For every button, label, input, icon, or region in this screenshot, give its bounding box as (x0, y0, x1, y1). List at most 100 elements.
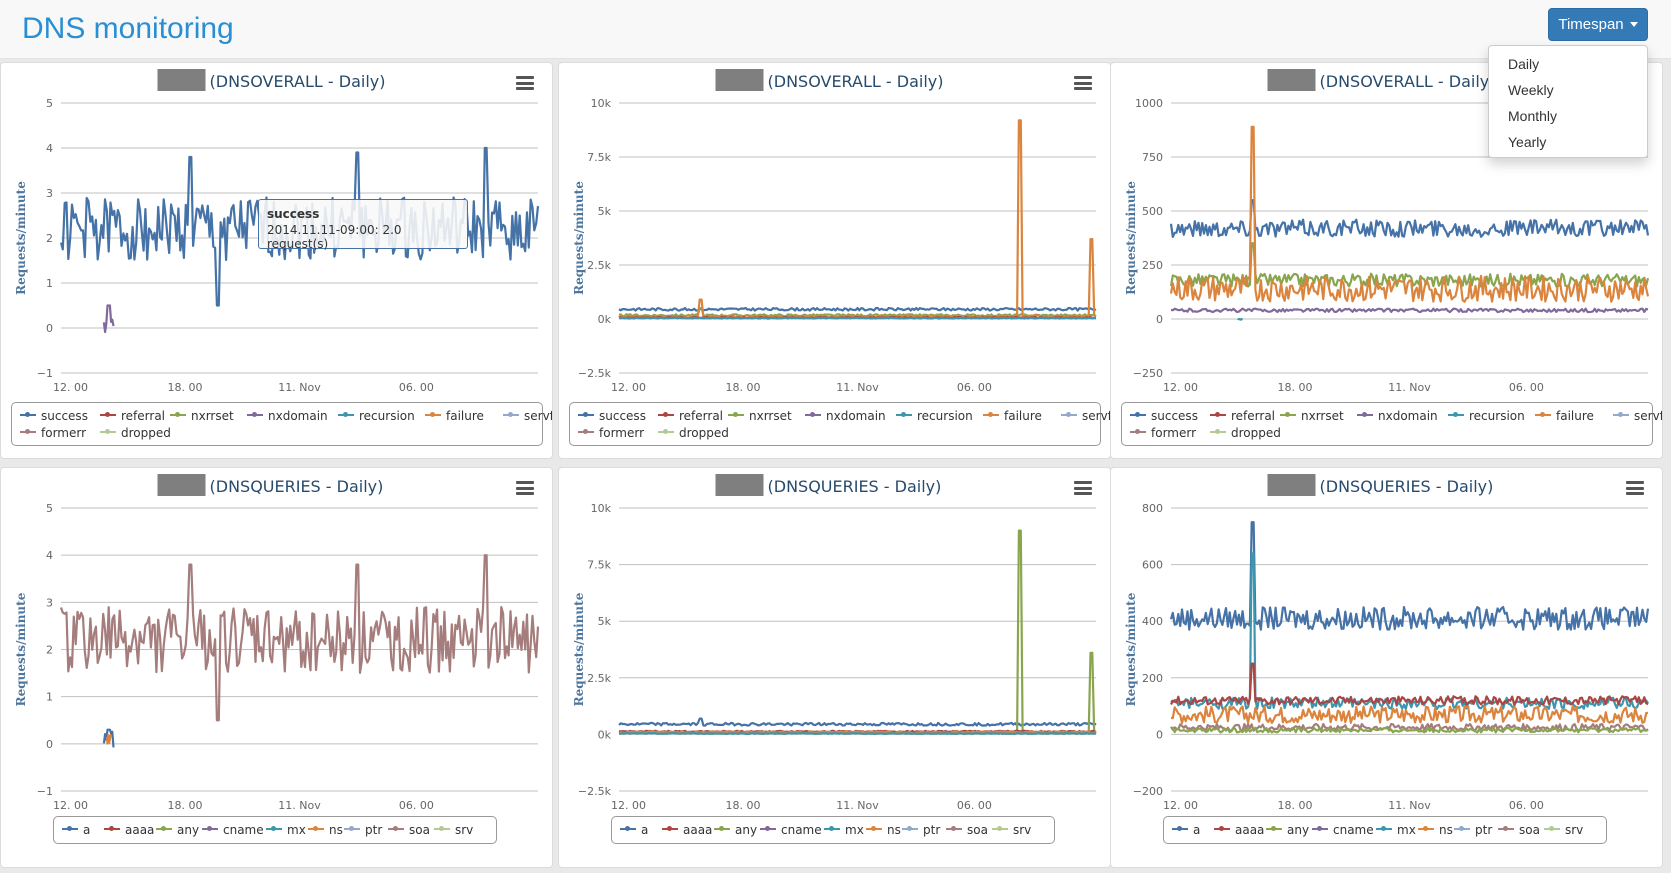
y-tick-label: −1 (37, 785, 53, 798)
legend-item-failure[interactable]: failure (983, 409, 1042, 423)
legend-item-success[interactable]: success (1130, 409, 1198, 423)
timespan-button[interactable]: Timespan (1548, 8, 1648, 41)
legend-item-ns[interactable]: ns (308, 823, 343, 837)
legend-item-recursion[interactable]: recursion (338, 409, 415, 423)
legend-item-any[interactable]: any (1266, 823, 1309, 837)
series-line-success[interactable] (618, 306, 1097, 312)
series-line-a[interactable] (1169, 521, 1650, 631)
legend-item-dropped[interactable]: dropped (100, 426, 171, 440)
legend-label: success (1151, 409, 1198, 423)
legend-item-nxdomain[interactable]: nxdomain (805, 409, 886, 423)
legend-item-ptr[interactable]: ptr (1454, 823, 1492, 837)
legend-item-srv[interactable]: srv (992, 823, 1031, 837)
timespan-option-daily[interactable]: Daily (1508, 56, 1540, 72)
legend-item-soa[interactable]: soa (1498, 823, 1540, 837)
series-line-nxdomain[interactable] (102, 304, 115, 334)
legend-item-referral[interactable]: referral (658, 409, 723, 423)
legend-item-soa[interactable]: soa (946, 823, 988, 837)
series-line-success[interactable] (1169, 199, 1650, 238)
legend-item-dropped[interactable]: dropped (658, 426, 729, 440)
chart-menu-icon[interactable] (1626, 481, 1644, 495)
x-tick-label: 11. Nov (836, 381, 879, 394)
legend-item-a[interactable]: a (62, 823, 90, 837)
legend-item-recursion[interactable]: recursion (1448, 409, 1525, 423)
legend-swatch-icon (1061, 411, 1077, 417)
legend-swatch-icon (992, 825, 1008, 831)
legend-item-cname[interactable]: cname (202, 823, 264, 837)
legend-item-mx[interactable]: mx (266, 823, 306, 837)
x-tick-label: 18. 00 (1278, 799, 1313, 812)
legend-item-aaaa[interactable]: aaaa (662, 823, 712, 837)
series-line-failure[interactable] (1169, 125, 1650, 303)
legend-item-referral[interactable]: referral (1210, 409, 1275, 423)
legend-item-cname[interactable]: cname (760, 823, 822, 837)
legend-item-nxrrset[interactable]: nxrrset (170, 409, 234, 423)
legend-item-any[interactable]: any (156, 823, 199, 837)
chart-menu-icon[interactable] (1074, 76, 1092, 90)
timespan-option-weekly[interactable]: Weekly (1508, 82, 1554, 98)
series-line-recursion[interactable] (618, 316, 1097, 320)
legend-item-aaaa[interactable]: aaaa (104, 823, 154, 837)
legend-item-formerr[interactable]: formerr (20, 426, 86, 440)
legend-label: cname (781, 823, 822, 837)
legend-swatch-icon (20, 428, 36, 434)
timespan-option-yearly[interactable]: Yearly (1508, 134, 1547, 150)
series-line-failure[interactable] (618, 119, 1097, 319)
legend-item-failure[interactable]: failure (425, 409, 484, 423)
y-axis-label: Requests/minute (572, 181, 586, 295)
series-line-ns[interactable] (105, 734, 113, 745)
legend-swatch-icon (1266, 825, 1282, 831)
legend-item-soa[interactable]: soa (388, 823, 430, 837)
legend-item-success[interactable]: success (20, 409, 88, 423)
legend-item-success[interactable]: success (578, 409, 646, 423)
series-line-soa[interactable] (59, 554, 540, 722)
legend-item-servfail[interactable]: servfail (1061, 409, 1110, 423)
legend-item-a[interactable]: a (620, 823, 648, 837)
chart-panel: (DNSOVERALL - Daily) Requests/minute −1 0 1 2… (0, 62, 553, 459)
legend-item-srv[interactable]: srv (1544, 823, 1583, 837)
legend-item-nxrrset[interactable]: nxrrset (1280, 409, 1344, 423)
legend-item-failure[interactable]: failure (1535, 409, 1594, 423)
series-line-aaaa[interactable] (1170, 662, 1649, 706)
legend-item-dropped[interactable]: dropped (1210, 426, 1281, 440)
series-line-a[interactable] (102, 728, 115, 748)
series-line-ns[interactable] (1171, 705, 1649, 725)
series-line-a[interactable] (618, 717, 1097, 727)
legend-label: nxdomain (1378, 409, 1438, 423)
legend-item-ns[interactable]: ns (866, 823, 901, 837)
legend-item-srv[interactable]: srv (434, 823, 473, 837)
legend-item-nxdomain[interactable]: nxdomain (247, 409, 328, 423)
legend-label: referral (121, 409, 166, 423)
legend-item-ns[interactable]: ns (1418, 823, 1453, 837)
legend-swatch-icon (1498, 825, 1514, 831)
series-line-mx[interactable] (1170, 552, 1649, 710)
series-line-recursion[interactable] (1237, 317, 1244, 321)
legend-item-mx[interactable]: mx (824, 823, 864, 837)
chart-menu-icon[interactable] (516, 76, 534, 90)
legend-label: any (735, 823, 758, 837)
legend-item-servfail[interactable]: servfail (1613, 409, 1662, 423)
legend-item-formerr[interactable]: formerr (578, 426, 644, 440)
chart-menu-icon[interactable] (1074, 481, 1092, 495)
redacted-hostname (715, 474, 764, 496)
legend-item-cname[interactable]: cname (1312, 823, 1374, 837)
legend-item-ptr[interactable]: ptr (344, 823, 382, 837)
legend-item-aaaa[interactable]: aaaa (1214, 823, 1264, 837)
legend-item-referral[interactable]: referral (100, 409, 165, 423)
legend-item-ptr[interactable]: ptr (902, 823, 940, 837)
series-line-any[interactable] (1170, 726, 1649, 734)
legend-item-servfail[interactable]: servfail (503, 409, 552, 423)
legend-item-formerr[interactable]: formerr (1130, 426, 1196, 440)
legend-item-any[interactable]: any (714, 823, 757, 837)
legend-item-nxrrset[interactable]: nxrrset (728, 409, 792, 423)
series-line-mx[interactable] (618, 731, 1097, 735)
legend-item-mx[interactable]: mx (1376, 823, 1416, 837)
y-tick-label: 2.5k (587, 672, 611, 685)
legend-item-a[interactable]: a (1172, 823, 1200, 837)
series-line-nxdomain[interactable] (1170, 307, 1649, 314)
legend-item-nxdomain[interactable]: nxdomain (1357, 409, 1438, 423)
legend-item-recursion[interactable]: recursion (896, 409, 973, 423)
timespan-option-monthly[interactable]: Monthly (1508, 108, 1558, 124)
series-line-any[interactable] (618, 529, 1097, 735)
chart-menu-icon[interactable] (516, 481, 534, 495)
